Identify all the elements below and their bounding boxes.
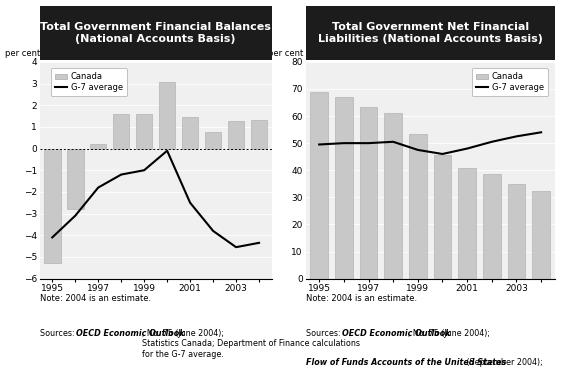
Bar (409, 134, 427, 279)
Bar (228, 122, 245, 149)
Bar (113, 114, 130, 149)
Bar (182, 117, 199, 149)
Bar (67, 149, 84, 209)
Bar (136, 114, 152, 149)
Bar (90, 144, 106, 149)
Text: per cent of GDP: per cent of GDP (5, 48, 71, 58)
Text: per cent of GDP: per cent of GDP (268, 48, 335, 58)
Legend: Canada, G-7 average: Canada, G-7 average (471, 68, 548, 96)
Text: Total Government Net Financial
Liabilities (National Accounts Basis): Total Government Net Financial Liabiliti… (318, 22, 543, 44)
Text: OECD Economic Outlook: OECD Economic Outlook (342, 329, 451, 338)
Text: , No. 75 (June 2004);: , No. 75 (June 2004); (408, 329, 490, 338)
Text: Sources:: Sources: (40, 329, 77, 338)
Bar (205, 132, 221, 149)
Bar (251, 120, 267, 149)
Text: Sources:: Sources: (306, 329, 343, 338)
Bar (508, 184, 525, 279)
Text: , No. 75 (June 2004);
Statistics Canada; Department of Finance calculations
for : , No. 75 (June 2004); Statistics Canada;… (142, 329, 359, 359)
Bar (359, 106, 378, 279)
Text: Note: 2004 is an estimate.: Note: 2004 is an estimate. (306, 294, 417, 303)
Bar (384, 113, 402, 279)
Bar (458, 168, 476, 279)
Bar (335, 97, 353, 279)
Text: (September 2004);: (September 2004); (464, 358, 543, 367)
Bar (44, 149, 61, 264)
Text: Flow of Funds Accounts of the United States: Flow of Funds Accounts of the United Sta… (306, 358, 506, 367)
Bar (483, 174, 501, 279)
Bar (159, 82, 175, 149)
Text: Note: 2004 is an estimate.: Note: 2004 is an estimate. (40, 294, 151, 303)
Bar (310, 92, 328, 279)
Bar (434, 155, 451, 279)
Bar (532, 190, 550, 279)
Legend: Canada, G-7 average: Canada, G-7 average (51, 68, 127, 96)
Text: Total Government Financial Balances
(National Accounts Basis): Total Government Financial Balances (Nat… (40, 22, 271, 44)
Text: OECD Economic Outlook: OECD Economic Outlook (76, 329, 185, 338)
